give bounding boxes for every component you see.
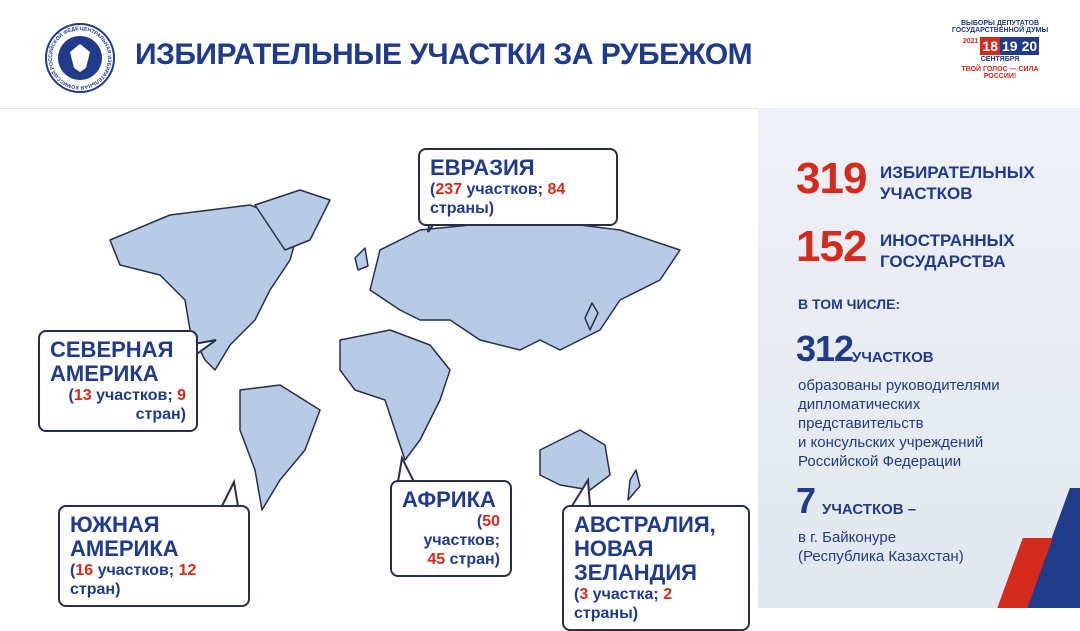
world-map [109, 189, 681, 511]
region-name: АВСТРАЛИЯ, НОВАЯ ЗЕЛАНДИЯ [574, 512, 716, 585]
region-stats: (3 участка; 2 страны) [574, 585, 738, 623]
region-text: участков; [462, 181, 548, 198]
logo-day: 19 [1000, 37, 1020, 55]
region-text: ( [574, 586, 580, 603]
description: образованы руководителями дипломатических… [798, 376, 1000, 471]
including: В ТОМ ЧИСЛЕ: [798, 296, 901, 312]
region-text: стран) [445, 551, 500, 568]
region-stats: (50 участков; 45 стран) [402, 512, 500, 569]
summary-number: 7 [796, 480, 816, 521]
region-text: страны) [430, 200, 495, 217]
summary-number: 312 [796, 328, 854, 369]
region-name: СЕВЕРНАЯ АМЕРИКА [50, 337, 174, 386]
summary-panel [758, 108, 1080, 608]
emblem: ЦЕНТРАЛЬНАЯ ИЗБИРАТЕЛЬНАЯ КОМИССИЯ РОССИ… [44, 22, 115, 93]
region-number: 2 [663, 586, 673, 603]
region-number: 9 [177, 387, 186, 404]
region-name: АФРИКА [402, 487, 496, 512]
callout: ЮЖНАЯ АМЕРИКА (16 участков; 12 стран) [58, 505, 250, 607]
region-text: ( [430, 181, 436, 198]
region-text: участков; [93, 562, 179, 579]
callout: СЕВЕРНАЯ АМЕРИКА (13 участков; 9 стран) [38, 330, 198, 432]
callout: ЕВРАЗИЯ (237 участков; 84 страны) [418, 148, 618, 226]
description-line: (Республика Казахстан) [798, 548, 964, 565]
region-text: участков; [91, 387, 178, 404]
region-name: ЕВРАЗИЯ [430, 155, 535, 180]
callout: АФРИКА (50 участков; 45 стран) [390, 480, 512, 577]
region-number: 16 [75, 562, 94, 579]
region-text: ( [476, 513, 483, 530]
region-text: ( [68, 387, 74, 404]
summary-number: 319 [796, 154, 867, 203]
description-line: и консульских учреждений [798, 434, 984, 451]
callout: АВСТРАЛИЯ, НОВАЯ ЗЕЛАНДИЯ (3 участка; 2 с… [562, 505, 750, 631]
logo-text: ГОСУДАРСТВЕННОЙ ДУМЫ [951, 27, 1049, 34]
summary-number: 152 [796, 222, 867, 271]
region-text: участков; [423, 532, 500, 549]
election-logo: ВЫБОРЫ ДЕПУТАТОВ ГОСУДАРСТВЕННОЙ ДУМЫ 20… [950, 20, 1050, 80]
logo-month: СЕНТЯБРЯ [980, 56, 1020, 63]
description-line: в г. Байконуре [798, 529, 897, 546]
title: ИЗБИРАТЕЛЬНЫЕ УЧАСТКИ ЗА РУБЕЖОМ [135, 38, 753, 71]
region-number: 13 [73, 387, 92, 404]
region-stats: (16 участков; 12 стран) [70, 561, 238, 599]
region-number: 3 [579, 586, 589, 603]
description: в г. Байконуре (Республика Казахстан) [798, 528, 964, 566]
summary-label: ИЗБИРАТЕЛЬНЫХ УЧАСТКОВ [880, 163, 1035, 203]
region-number: 237 [435, 181, 463, 198]
logo-days: 2021 18 19 20 [950, 37, 1050, 55]
region-number: 45 [427, 551, 446, 568]
region-name: ЮЖНАЯ АМЕРИКА [70, 512, 179, 561]
summary-label: УЧАСТКОВ – [822, 501, 917, 518]
region-text: стран) [135, 406, 186, 423]
region-text: ( [70, 562, 76, 579]
description-line: представительств [798, 415, 924, 432]
logo-text: ВЫБОРЫ ДЕПУТАТОВ [960, 20, 1040, 27]
region-number: 50 [482, 513, 500, 530]
description-line: Российской Федерации [798, 453, 962, 470]
summary-label: ИНОСТРАННЫХ ГОСУДАРСТВА [880, 231, 1015, 271]
description-line: дипломатических [798, 396, 921, 413]
logo-year: 2021 [962, 38, 979, 45]
description-line: образованы руководителями [798, 377, 1000, 394]
logo-day: 18 [980, 37, 1000, 55]
logo-slogan: ТВОЙ ГОЛОС — СИЛА РОССИИ! [961, 66, 1039, 80]
region-stats: (13 участков; 9 стран) [50, 386, 186, 424]
region-stats: (237 участков; 84 страны) [430, 180, 606, 218]
region-text: участка; [588, 586, 664, 603]
region-text: стран) [70, 581, 121, 598]
region-number: 12 [178, 562, 197, 579]
logo-day: 20 [1019, 37, 1040, 55]
region-number: 84 [547, 181, 566, 198]
summary-label: УЧАСТКОВ [852, 349, 934, 366]
header: ЦЕНТРАЛЬНАЯ ИЗБИРАТЕЛЬНАЯ КОМИССИЯ РОССИ… [0, 0, 1080, 109]
